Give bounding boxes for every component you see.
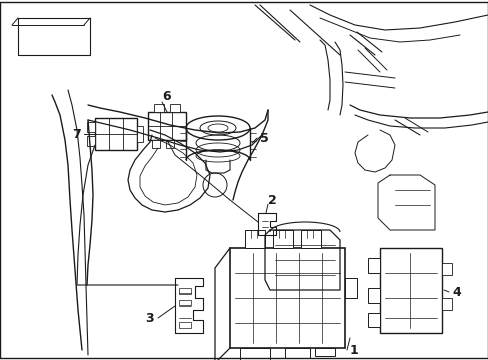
Bar — [367, 258, 379, 273]
Bar — [240, 348, 269, 360]
Bar — [148, 112, 185, 140]
Bar — [165, 140, 174, 148]
Bar — [244, 230, 264, 248]
Bar — [285, 348, 309, 358]
Bar — [379, 248, 441, 333]
Bar — [87, 136, 95, 146]
Text: 7: 7 — [72, 127, 81, 140]
Bar — [154, 104, 163, 112]
Bar — [170, 104, 180, 112]
Text: 2: 2 — [267, 194, 276, 207]
Bar — [87, 122, 95, 132]
Bar — [367, 313, 379, 327]
Bar — [441, 263, 451, 275]
Bar — [137, 126, 142, 142]
Bar — [229, 248, 345, 348]
Bar — [301, 230, 320, 248]
Text: 5: 5 — [260, 131, 268, 144]
Bar — [95, 118, 137, 150]
Bar — [441, 298, 451, 310]
Bar — [152, 140, 160, 148]
Bar — [272, 230, 292, 248]
Text: 6: 6 — [162, 90, 170, 103]
Bar — [179, 300, 191, 305]
Text: 3: 3 — [145, 311, 153, 324]
Bar — [179, 288, 191, 294]
Bar — [367, 288, 379, 303]
Text: 1: 1 — [349, 343, 358, 356]
Bar — [345, 278, 356, 298]
Bar — [179, 322, 191, 328]
Text: 4: 4 — [451, 285, 460, 298]
Bar — [314, 348, 334, 356]
